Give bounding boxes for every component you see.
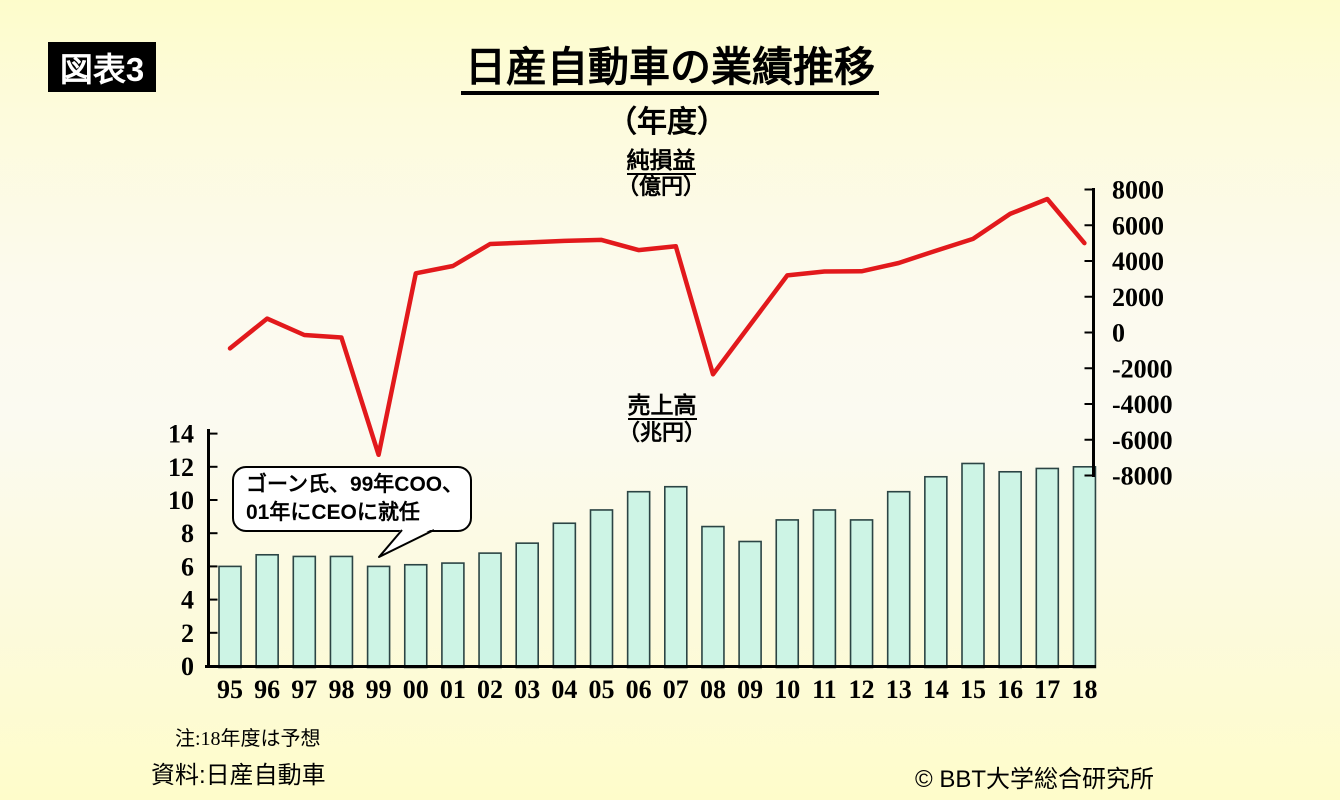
x-axis-year-label: 18 [1071, 675, 1097, 704]
line-series-unit: （億円） [616, 174, 705, 199]
left-axis-tick-label: 8 [181, 519, 194, 548]
line-series-label-text: 純損益 [626, 147, 696, 175]
figure-label-text: 図表3 [59, 51, 145, 88]
bar [886, 490, 911, 669]
x-axis-year-label: 03 [514, 675, 540, 704]
footnote: 注:18年度は予想 [175, 728, 321, 750]
left-axis-tick-label: 0 [181, 652, 194, 681]
bar [701, 525, 725, 669]
bar [626, 490, 651, 669]
x-axis-year-label: 04 [551, 675, 577, 704]
right-axis-tick-label: -2000 [1112, 354, 1173, 383]
x-axis-year-label: 10 [774, 675, 800, 704]
x-axis-year-label: 96 [254, 675, 280, 704]
left-axis-tick-label: 2 [181, 619, 194, 648]
left-axis-tick-label: 14 [168, 420, 194, 449]
bar [589, 509, 614, 669]
bar [738, 540, 762, 669]
bar [924, 475, 948, 669]
line-series-label: 純損益 [0, 141, 1322, 175]
x-axis-year-label: 05 [589, 675, 615, 704]
x-axis-year-label: 12 [849, 675, 875, 704]
bar [1035, 467, 1060, 669]
x-axis-year-label: 99 [366, 675, 392, 704]
x-axis-year-label: 02 [477, 675, 503, 704]
left-axis-tick-label: 12 [168, 453, 194, 482]
copyright: © BBT大学総合研究所 [915, 766, 1155, 793]
x-axis-year-label: 08 [700, 675, 726, 704]
right-axis-tick-label: 2000 [1112, 283, 1164, 312]
bar [812, 509, 837, 669]
x-axis-year-label: 06 [626, 675, 652, 704]
page-subtitle: （年度） [607, 106, 727, 139]
right-axis-tick-label: 6000 [1112, 211, 1164, 240]
source-credit: 資料:日産自動車 [151, 762, 326, 789]
bar [961, 462, 985, 669]
right-axis-tick-label: 4000 [1112, 247, 1164, 276]
bar [292, 555, 317, 669]
right-axis-tick-label: 0 [1112, 319, 1125, 348]
x-axis-year-label: 15 [960, 675, 986, 704]
callout-tail [378, 528, 435, 558]
x-axis-year-label: 17 [1034, 675, 1060, 704]
x-axis-year-label: 01 [440, 675, 466, 704]
ghosn-callout-bubble: ゴーン氏、99年COO、 01年にCEOに就任 [232, 466, 472, 532]
x-axis-year-label: 95 [217, 675, 243, 704]
bar [403, 563, 428, 669]
bar [663, 485, 688, 669]
x-axis-year-label: 97 [291, 675, 317, 704]
bar [329, 555, 354, 669]
bar [849, 519, 874, 669]
right-axis-tick-label: -8000 [1112, 462, 1173, 491]
left-axis-tick-label: 10 [168, 486, 194, 515]
x-axis-year-label: 16 [997, 675, 1023, 704]
bar [441, 562, 465, 669]
x-axis-year-label: 98 [328, 675, 354, 704]
page-title-text: 日産自動車の業績推移 [461, 44, 879, 95]
page-title: 日産自動車の業績推移 [0, 44, 1340, 95]
figure-label-badge: 図表3 [48, 42, 156, 92]
bar [478, 552, 502, 669]
callout-line-2: 01年にCEOに就任 [246, 501, 420, 524]
x-axis-year-label: 11 [812, 675, 837, 704]
right-axis-tick-label: -4000 [1112, 390, 1173, 419]
bar [255, 553, 279, 669]
x-axis-year-label: 00 [403, 675, 429, 704]
bar [998, 470, 1022, 669]
x-axis-year-label: 07 [663, 675, 689, 704]
callout-tail-outline [378, 529, 435, 558]
right-axis-tick-label: -6000 [1112, 426, 1173, 455]
bar [366, 565, 391, 669]
bar-series-unit: （兆円） [617, 420, 706, 445]
bar [775, 519, 800, 669]
left-axis-tick-label: 6 [181, 552, 194, 581]
callout-line-1: ゴーン氏、99年COO、 [246, 473, 464, 496]
x-axis-year-label: 09 [737, 675, 763, 704]
callout-tail-fill [379, 528, 434, 557]
bar [552, 522, 577, 669]
left-axis-tick-label: 4 [181, 586, 194, 615]
bar [1072, 465, 1097, 669]
bar [218, 565, 242, 669]
x-axis-year-label: 14 [923, 675, 949, 704]
bar [515, 542, 540, 669]
x-axis-year-label: 13 [886, 675, 912, 704]
